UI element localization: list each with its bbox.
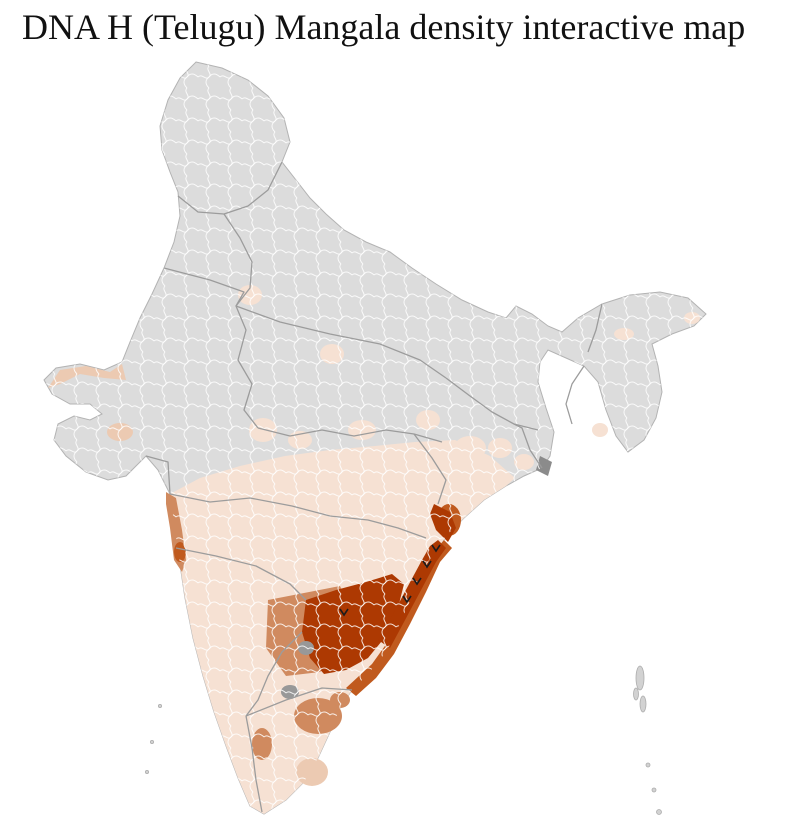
island-lakshadweep-3[interactable] xyxy=(144,770,149,775)
island-lakshadweep-1[interactable] xyxy=(149,740,154,745)
island-nicobar-2[interactable] xyxy=(651,787,657,793)
state-borders xyxy=(145,161,603,813)
island-nicobar-3[interactable] xyxy=(656,809,662,815)
district-borders-mesh xyxy=(44,62,706,814)
island-andaman-south[interactable] xyxy=(639,695,647,713)
island-andaman-north[interactable] xyxy=(635,665,645,691)
region-patch-tripura[interactable] xyxy=(592,423,608,437)
density-marker-chevrons xyxy=(339,544,441,617)
islands xyxy=(144,665,662,815)
island-nicobar-1[interactable] xyxy=(645,762,651,768)
island-andaman-mid[interactable] xyxy=(633,687,639,701)
island-lakshadweep-2[interactable] xyxy=(157,704,162,709)
page-title: DNA H (Telugu) Mangala density interacti… xyxy=(22,7,746,47)
